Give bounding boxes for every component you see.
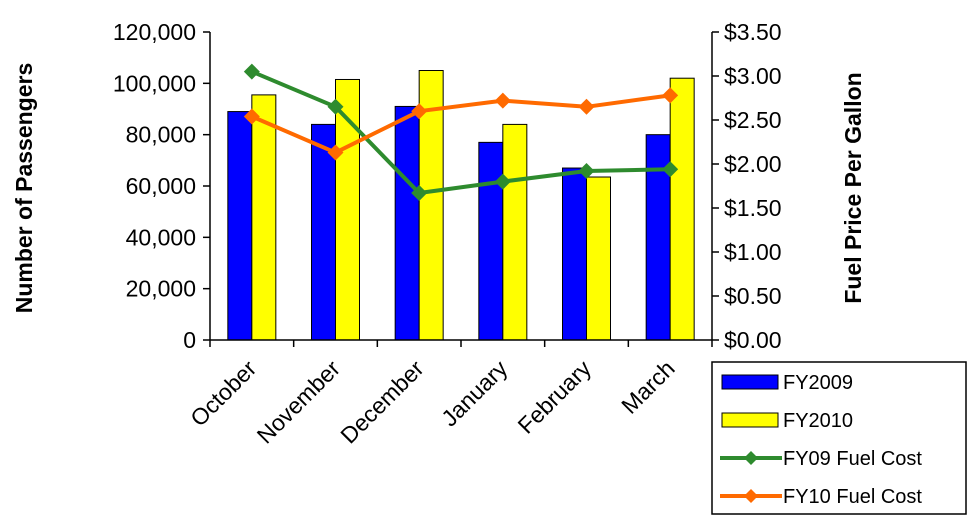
bar-fy2009-february	[562, 167, 587, 341]
legend-label-fy2010: FY2010	[783, 410, 853, 432]
y2-tick-label: $1.00	[724, 239, 782, 265]
y2-tick-label: $1.50	[724, 195, 782, 221]
bar-fy2010-january	[502, 123, 528, 341]
legend-swatch-fy2009	[721, 374, 779, 390]
point-fy09-fuel-cost-march	[662, 161, 679, 178]
lines-layer	[243, 63, 679, 202]
bar-fy2009-october	[227, 111, 253, 341]
y2-tick-label: $0.50	[724, 283, 782, 309]
x-tick-label-october: October	[185, 355, 261, 431]
legend: FY2009 FY2010 FY09 Fuel Cost FY10 Fuel Cost	[711, 361, 967, 515]
legend-label-fy10-fuel-cost: FY10 Fuel Cost	[783, 486, 922, 508]
y-tick-label: 40,000	[126, 224, 196, 250]
y-tick-label: 100,000	[113, 70, 196, 96]
x-tick-label-november: November	[252, 355, 346, 449]
y2-tick-label: $3.50	[724, 19, 782, 45]
point-fy10-fuel-cost-october	[243, 108, 260, 125]
point-fy10-fuel-cost-february	[578, 98, 595, 115]
point-fy09-fuel-cost-november	[327, 98, 344, 115]
point-fy09-fuel-cost-december	[411, 185, 428, 202]
bar-fy2010-march	[669, 77, 695, 341]
y-tick-label: 120,000	[113, 19, 196, 45]
bar-fy2009-december	[394, 105, 420, 341]
point-fy10-fuel-cost-december	[411, 103, 428, 120]
legend-label-fy09-fuel-cost: FY09 Fuel Cost	[783, 448, 922, 470]
y2-axis-title: Fuel Price Per Gallon	[840, 72, 866, 303]
legend-marker-fy09-fuel-cost	[744, 451, 758, 465]
y-tick-label: 0	[183, 327, 196, 353]
bar-fy2009-november	[311, 123, 336, 341]
y2-tick-label: $2.50	[724, 107, 782, 133]
legend-marker-fy10-fuel-cost	[744, 489, 758, 503]
x-tick-label-december: December	[335, 355, 429, 449]
x-tick-label-march: March	[616, 355, 680, 419]
point-fy09-fuel-cost-january	[494, 173, 511, 190]
y-axis-title: Number of Passengers	[11, 63, 37, 314]
y2-tick-label: $2.00	[724, 151, 782, 177]
legend-label-fy2009: FY2009	[783, 372, 853, 394]
bar-fy2010-december	[418, 70, 444, 341]
bar-fy2009-january	[478, 141, 504, 341]
point-fy10-fuel-cost-january	[494, 92, 511, 109]
point-fy09-fuel-cost-february	[578, 163, 595, 180]
bar-fy2010-february	[586, 176, 611, 341]
x-tick-label-january: January	[436, 355, 513, 432]
line-fy10-fuel-cost	[251, 93, 671, 155]
legend-swatch-fy2010	[721, 412, 779, 428]
bars-layer	[227, 70, 695, 341]
y-tick-label: 60,000	[126, 173, 196, 199]
bar-fy2010-october	[251, 94, 277, 341]
point-fy09-fuel-cost-october	[243, 63, 260, 80]
line-fy09-fuel-cost	[251, 69, 671, 196]
y-tick-label: 80,000	[126, 122, 196, 148]
y2-tick-label: $3.00	[724, 63, 782, 89]
y2-tick-label: $0.00	[724, 327, 782, 353]
point-fy10-fuel-cost-november	[327, 144, 344, 161]
point-fy10-fuel-cost-march	[662, 87, 679, 104]
x-tick-label-february: February	[513, 355, 597, 439]
y-tick-label: 20,000	[126, 276, 196, 302]
